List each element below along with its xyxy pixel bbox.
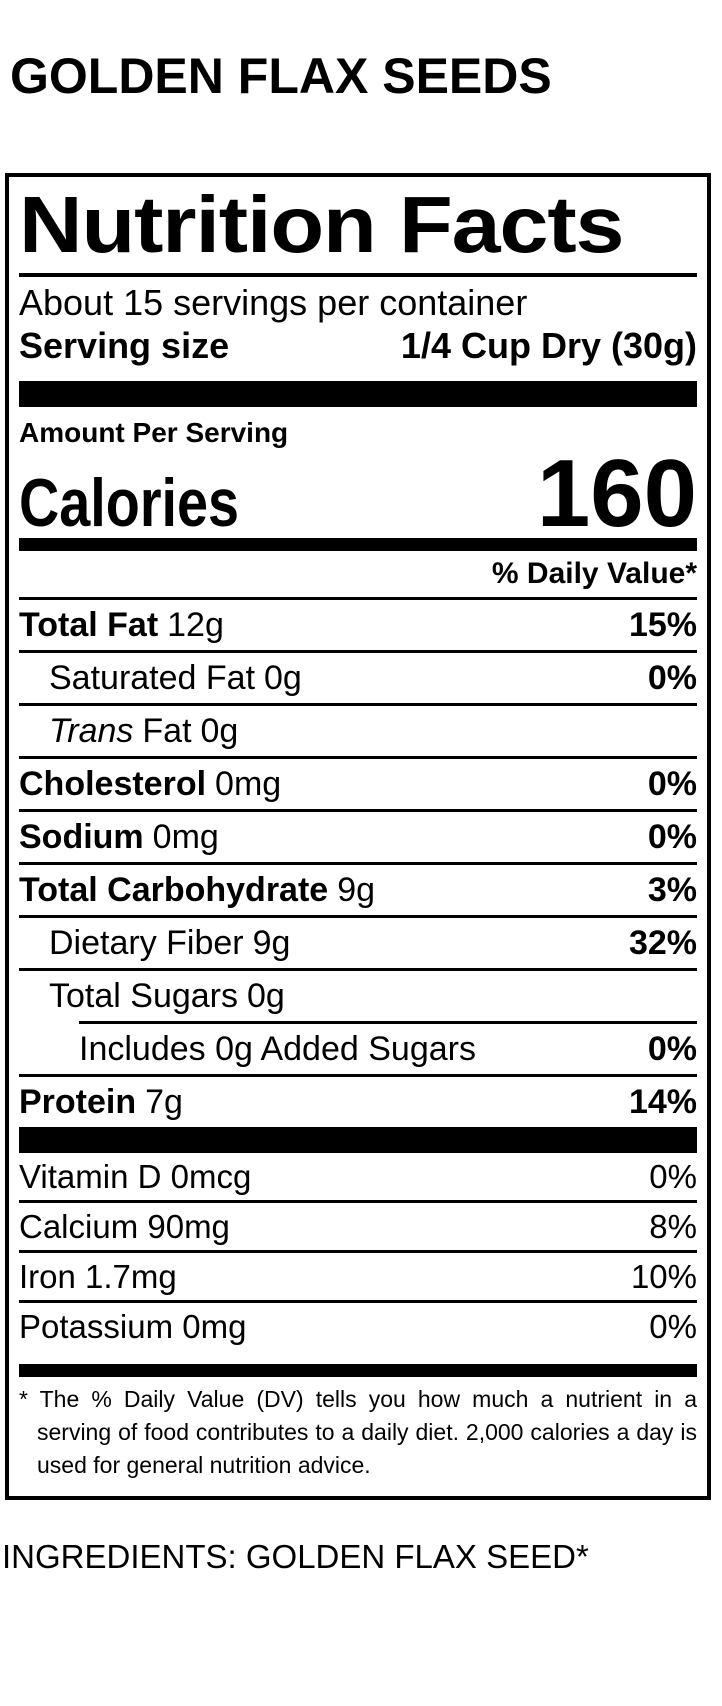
- nutrient-amount: 12g: [167, 605, 224, 644]
- nutrient-amount: 0g: [264, 658, 302, 697]
- nutrient-dv: 0%: [647, 658, 697, 697]
- nutrient-row-total-sugars: Total Sugars 0g: [19, 971, 697, 1021]
- serving-size-value: 1/4 Cup Dry (30g): [400, 325, 697, 366]
- section-bar-medium: [19, 1364, 697, 1377]
- nutrient-name-group: Protein 7g: [19, 1083, 183, 1122]
- row-divider: [19, 968, 697, 971]
- amount-per-serving: Amount Per Serving: [19, 417, 289, 448]
- nutrient-name: Includes 0g Added Sugars: [79, 1029, 476, 1068]
- nutrient-amount: 0g: [200, 711, 239, 750]
- row-divider: [19, 703, 697, 706]
- nutrient-name-group: Total Carbohydrate 9g: [19, 871, 375, 910]
- label-title: Nutrition Facts: [19, 180, 624, 269]
- nutrient-row-dietary-fiber: Dietary Fiber 9g 32%: [19, 918, 697, 968]
- nutrient-name-group: Cholesterol 0mg: [19, 765, 281, 804]
- nutrient-dv: 32%: [628, 923, 697, 962]
- vitamin-row-potassium: Potassium 0mg 0%: [19, 1303, 697, 1350]
- row-divider: [19, 1300, 697, 1303]
- calories-label: Calories: [19, 465, 240, 541]
- nutrient-row-sodium: Sodium 0mg 0%: [19, 812, 697, 862]
- nutrient-dv: 0%: [647, 1029, 697, 1068]
- nutrient-row-protein: Protein 7g 14%: [19, 1077, 697, 1127]
- nutrient-row-added-sugars: Includes 0g Added Sugars 0%: [19, 1024, 697, 1074]
- serving-size-row: Serving size 1/4 Cup Dry (30g): [19, 324, 697, 367]
- nutrient-name-group: Sodium 0mg: [19, 818, 219, 857]
- nutrient-name: Saturated Fat: [49, 658, 256, 697]
- vitamin-row-calcium: Calcium 90mg 8%: [19, 1203, 697, 1250]
- nutrient-dv: 0%: [647, 817, 697, 856]
- nutrient-name: Total Fat: [19, 605, 159, 644]
- row-divider: [19, 650, 697, 653]
- nutrient-amount: 0mg: [215, 764, 282, 803]
- nutrient-name: Dietary Fiber: [49, 923, 244, 962]
- title-rule: [19, 273, 697, 277]
- section-bar-medium: [19, 538, 697, 551]
- nutrient-row-cholesterol: Cholesterol 0mg 0%: [19, 759, 697, 809]
- nutrient-name: Total Sugars: [49, 976, 238, 1015]
- nutrient-dv: 3%: [647, 870, 697, 909]
- nutrient-name-group: Includes 0g Added Sugars: [19, 1030, 476, 1069]
- vitamin-name: Calcium 90mg: [19, 1207, 230, 1245]
- row-divider-indented: [79, 1021, 697, 1024]
- row-divider: [19, 809, 697, 812]
- vitamin-name: Vitamin D 0mcg: [19, 1157, 252, 1195]
- row-divider: [19, 1250, 697, 1253]
- nutrient-row-saturated-fat: Saturated Fat 0g 0%: [19, 653, 697, 703]
- vitamin-name: Iron 1.7mg: [19, 1257, 177, 1295]
- nutrient-row-total-carbohydrate: Total Carbohydrate 9g 3%: [19, 865, 697, 915]
- section-bar-thick: [19, 1127, 697, 1153]
- nutrient-dv: 15%: [628, 605, 697, 644]
- section-bar-thick: [19, 381, 697, 407]
- nutrient-name-group: Total Sugars 0g: [19, 977, 285, 1016]
- nutrient-name-group: Total Fat 12g: [19, 606, 224, 645]
- nutrient-name: Cholesterol: [19, 764, 207, 803]
- nutrition-facts-label: Nutrition Facts About 15 servings per co…: [5, 173, 711, 1500]
- nutrient-amount: 0g: [247, 976, 285, 1015]
- nutrient-name: Protein: [19, 1082, 137, 1121]
- nutrient-amount: 9g: [337, 870, 376, 909]
- calories-value: 160: [536, 440, 697, 547]
- nutrient-name-group: Saturated Fat 0g: [19, 659, 302, 698]
- vitamin-dv: 8%: [649, 1207, 697, 1245]
- row-divider: [19, 862, 697, 865]
- vitamin-dv: 10%: [630, 1257, 697, 1295]
- vitamin-dv: 0%: [649, 1157, 697, 1195]
- serving-size-label: Serving size: [19, 325, 230, 366]
- ingredients-statement: INGREDIENTS: GOLDEN FLAX SEED*: [2, 1538, 589, 1575]
- nutrient-amount: 0mg: [152, 817, 219, 856]
- nutrient-row-trans-fat: Trans Fat 0g: [19, 706, 697, 756]
- nutrient-dv: 14%: [628, 1082, 697, 1121]
- nutrient-row-total-fat: Total Fat 12g 15%: [19, 600, 697, 650]
- row-divider: [19, 915, 697, 918]
- vitamin-dv: 0%: [649, 1307, 697, 1345]
- daily-value-footnote: * The % Daily Value (DV) tells you how m…: [19, 1386, 697, 1478]
- vitamin-row-vitamin-d: Vitamin D 0mcg 0%: [19, 1153, 697, 1200]
- nutrient-name-group: Dietary Fiber 9g: [19, 924, 290, 963]
- row-divider: [19, 756, 697, 759]
- row-divider: [19, 1200, 697, 1203]
- nutrient-amount: 7g: [145, 1082, 183, 1121]
- nutrient-amount: 9g: [252, 923, 291, 962]
- nutrient-name: Total Carbohydrate: [19, 870, 329, 909]
- product-title: GOLDEN FLAX SEEDS: [10, 48, 552, 104]
- calories-row: Calories 160: [19, 440, 697, 547]
- nutrient-name: Sodium: [19, 817, 144, 856]
- daily-value-header: % Daily Value*: [491, 557, 697, 590]
- row-divider: [19, 1074, 697, 1077]
- row-divider: [19, 597, 697, 600]
- nutrient-name-group: Trans Fat 0g: [19, 712, 238, 751]
- nutrient-dv: 0%: [647, 764, 697, 803]
- servings-per-container: About 15 servings per container: [19, 282, 528, 323]
- nutrient-name-italic: Trans: [49, 711, 134, 750]
- nutrient-name: Fat: [142, 711, 192, 750]
- vitamin-row-iron: Iron 1.7mg 10%: [19, 1253, 697, 1300]
- vitamin-name: Potassium 0mg: [19, 1307, 247, 1345]
